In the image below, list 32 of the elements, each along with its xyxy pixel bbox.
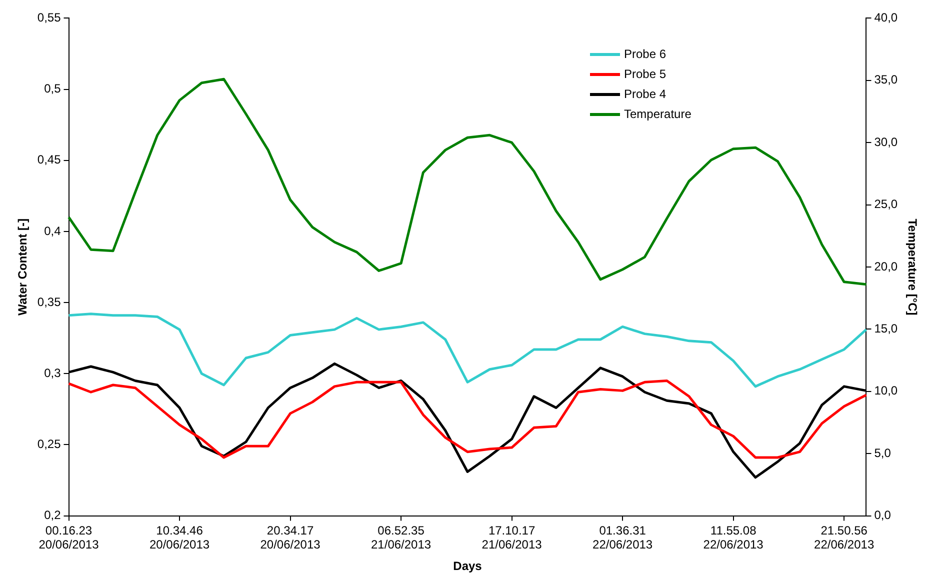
y-tick-label: 0,4	[44, 224, 62, 238]
y2-tick-label: 20,0	[874, 259, 898, 274]
y2-tick-label: 25,0	[874, 197, 898, 212]
y-axis-title: Water Content [-]	[16, 218, 30, 316]
x-tick-label: 11.55.08 22/06/2013	[703, 523, 764, 552]
y-tick-label: 0,45	[37, 152, 62, 167]
y2-tick-label: 30,0	[874, 134, 898, 149]
y2-tick-label: 5,0	[874, 446, 892, 460]
legend-label: Temperature	[624, 106, 692, 123]
legend-label: Probe 6	[624, 46, 666, 63]
x-tick-label: 20.34.17 20/06/2013	[260, 523, 321, 552]
y2-tick-label: 40,0	[874, 10, 898, 25]
y-tick-label: 0,25	[37, 437, 62, 452]
y-tick-label: 0,2	[44, 508, 62, 522]
x-axis-title: Days	[453, 559, 482, 574]
x-tick-label: 21.50.56 22/06/2013	[814, 523, 874, 552]
x-tick-label: 00.16.23 20/06/2013	[38, 523, 100, 552]
y2-tick-label: 35,0	[874, 72, 898, 87]
legend-label: Probe 5	[624, 66, 666, 83]
x-tick-label: 10.34.46 20/06/2013	[149, 523, 210, 552]
y-tick-label: 0,3	[44, 366, 62, 380]
x-tick-label: 17.10.17 21/06/2013	[482, 523, 542, 552]
x-tick-label: 01.36.31 22/06/2013	[592, 523, 653, 552]
x-tick-label: 06.52.35 21/06/2013	[371, 523, 432, 552]
y2-tick-label: 10,0	[874, 384, 898, 398]
y2-axis-title: Temperature [°C]	[905, 218, 920, 316]
legend-label: Probe 4	[624, 86, 666, 103]
y-tick-label: 0,5	[44, 82, 62, 96]
y-tick-label: 0,35	[37, 294, 62, 309]
y2-tick-label: 15,0	[874, 322, 898, 336]
y2-tick-label: 0,0	[874, 508, 892, 522]
y-tick-label: 0,55	[37, 10, 62, 25]
